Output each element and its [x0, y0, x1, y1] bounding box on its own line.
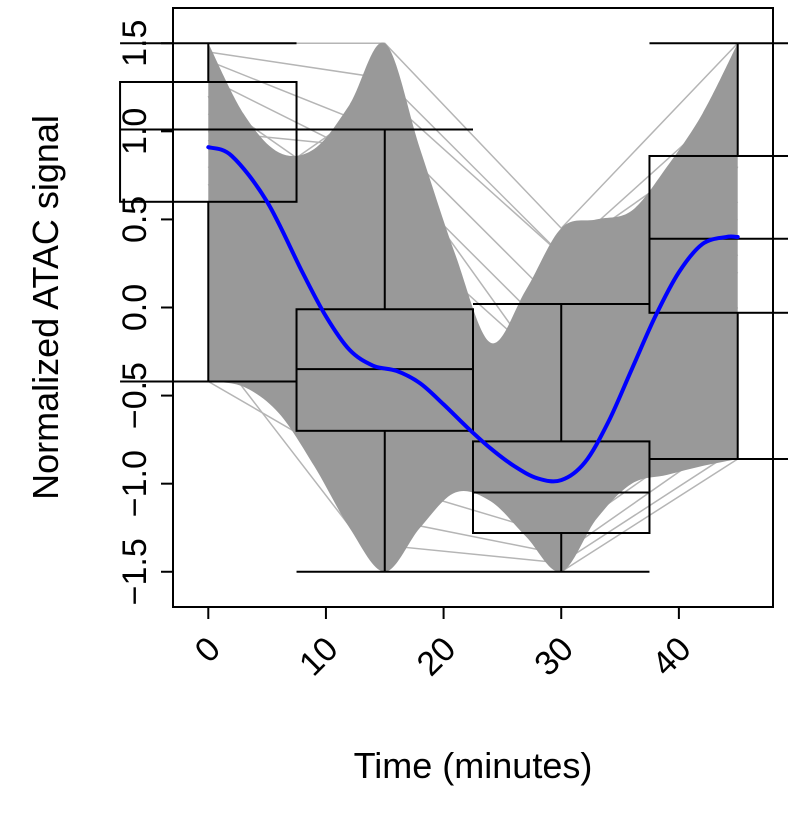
- y-tick-label-1: −1.0: [116, 450, 154, 517]
- y-axis-label: Normalized ATAC signal: [25, 115, 66, 500]
- x-tick-label-10: 10: [292, 630, 346, 684]
- boxplot-0: [119, 42, 298, 383]
- x-axis-label: Time (minutes): [354, 745, 593, 786]
- box-iqr: [472, 440, 651, 535]
- trace-envelope: [208, 42, 738, 572]
- y-tick-label-3: 0.0: [116, 284, 154, 331]
- y-tick-label-6: 1.5: [116, 20, 154, 67]
- trace-envelope-area: [208, 42, 738, 572]
- x-tick-label-40: 40: [645, 630, 699, 684]
- x-tick-label-20: 20: [410, 630, 464, 684]
- x-tick-label-30: 30: [527, 630, 581, 684]
- trend-line-group: [206, 145, 740, 484]
- y-tick-label-0: −1.5: [116, 538, 154, 605]
- y-axis: −1.5 −1.0 −0.5 0.0 0.5 1.0 1.5: [116, 20, 173, 605]
- y-tick-label-4: 0.5: [116, 196, 154, 243]
- trend-line: [206, 145, 740, 484]
- x-axis: 0 10 20 30 40: [188, 607, 699, 683]
- y-tick-label-2: −0.5: [116, 362, 154, 429]
- box-iqr: [648, 154, 788, 314]
- y-tick-label-5: 1.0: [116, 108, 154, 155]
- box-iqr: [119, 80, 298, 203]
- x-tick-label-0: 0: [188, 630, 228, 670]
- boxplot-30: [472, 302, 651, 573]
